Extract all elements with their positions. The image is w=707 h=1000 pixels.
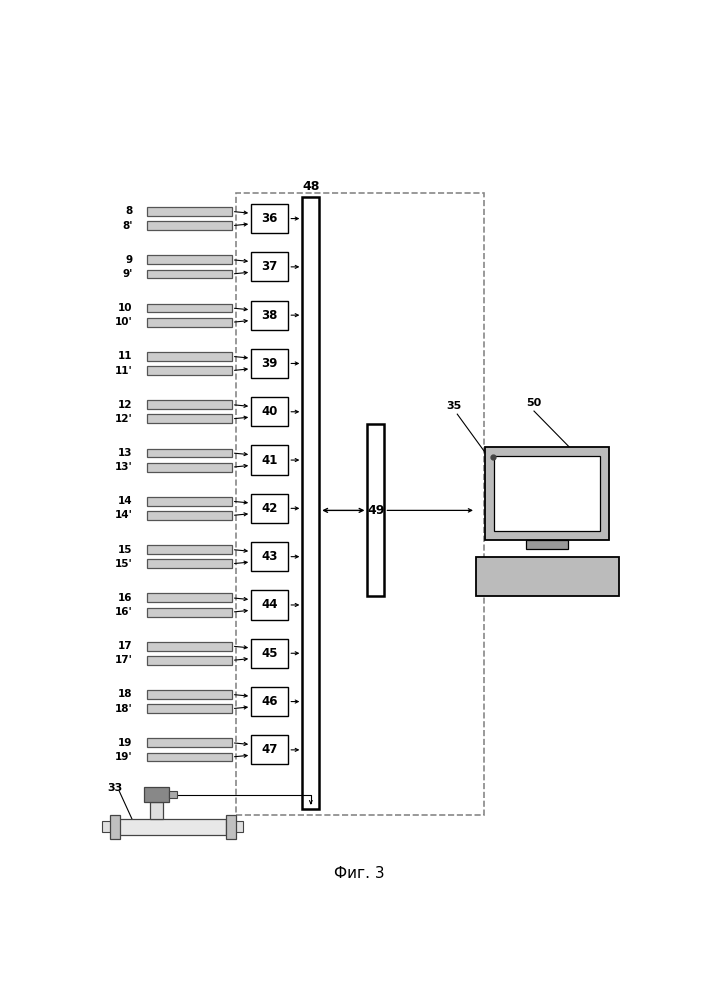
- Text: 38: 38: [262, 309, 278, 322]
- Text: 19': 19': [115, 752, 132, 762]
- Text: 43: 43: [262, 550, 278, 563]
- Bar: [146, 270, 232, 278]
- Text: 37: 37: [262, 260, 278, 273]
- Text: 17: 17: [118, 641, 132, 651]
- Text: 12: 12: [118, 400, 132, 410]
- Bar: [146, 608, 232, 617]
- Bar: [169, 791, 177, 798]
- Bar: [146, 511, 232, 520]
- Text: 50: 50: [527, 398, 542, 408]
- Bar: [235, 193, 484, 815]
- Text: 15: 15: [118, 545, 132, 555]
- Text: 14': 14': [115, 510, 132, 520]
- Text: 9': 9': [122, 269, 132, 279]
- Text: 44: 44: [262, 598, 278, 611]
- Bar: [146, 414, 232, 423]
- Bar: [146, 656, 232, 665]
- Bar: [251, 397, 288, 426]
- Bar: [485, 447, 609, 540]
- Bar: [251, 252, 288, 281]
- Text: 48: 48: [302, 180, 320, 193]
- Text: 19: 19: [118, 738, 132, 748]
- Text: 11': 11': [115, 366, 132, 376]
- Bar: [226, 815, 235, 839]
- Text: 9: 9: [125, 255, 132, 265]
- Bar: [146, 704, 232, 713]
- Text: 8': 8': [122, 221, 132, 231]
- Text: 8: 8: [125, 206, 132, 216]
- Bar: [234, 821, 243, 832]
- Bar: [146, 221, 232, 230]
- Text: 17': 17': [115, 655, 132, 665]
- Bar: [526, 540, 568, 549]
- Bar: [146, 304, 232, 312]
- Text: 40: 40: [262, 405, 278, 418]
- Text: 33: 33: [107, 783, 122, 793]
- Bar: [146, 255, 232, 264]
- Text: 42: 42: [262, 502, 278, 515]
- Text: 16: 16: [118, 593, 132, 603]
- Text: 14: 14: [118, 496, 132, 506]
- Text: 10': 10': [115, 317, 132, 327]
- Bar: [146, 400, 232, 409]
- Text: 35: 35: [447, 401, 462, 411]
- Text: 47: 47: [262, 743, 278, 756]
- Bar: [251, 349, 288, 378]
- Bar: [368, 424, 385, 596]
- Bar: [146, 449, 232, 457]
- Bar: [251, 301, 288, 330]
- Text: 11: 11: [118, 351, 132, 361]
- Bar: [146, 352, 232, 361]
- Bar: [119, 819, 226, 835]
- Bar: [146, 463, 232, 472]
- Bar: [146, 207, 232, 216]
- Bar: [251, 494, 288, 523]
- Text: 15': 15': [115, 559, 132, 569]
- Bar: [476, 557, 619, 596]
- Bar: [146, 642, 232, 651]
- Text: 18': 18': [115, 704, 132, 714]
- Bar: [110, 815, 120, 839]
- Bar: [251, 590, 288, 620]
- Bar: [151, 802, 163, 819]
- Bar: [146, 738, 232, 747]
- Text: 36: 36: [262, 212, 278, 225]
- Text: 41: 41: [262, 454, 278, 467]
- Bar: [146, 318, 232, 327]
- Bar: [494, 456, 600, 531]
- Bar: [251, 687, 288, 716]
- Bar: [303, 197, 320, 809]
- Text: 39: 39: [262, 357, 278, 370]
- Text: 12': 12': [115, 414, 132, 424]
- Bar: [251, 639, 288, 668]
- Text: 46: 46: [262, 695, 278, 708]
- Text: 45: 45: [262, 647, 278, 660]
- Bar: [146, 559, 232, 568]
- Bar: [251, 445, 288, 475]
- Bar: [251, 204, 288, 233]
- Text: 10: 10: [118, 303, 132, 313]
- Bar: [251, 542, 288, 571]
- Bar: [251, 735, 288, 764]
- Bar: [146, 366, 232, 375]
- Bar: [103, 821, 112, 832]
- Bar: [146, 593, 232, 602]
- Text: 16': 16': [115, 607, 132, 617]
- Text: 18: 18: [118, 689, 132, 699]
- Bar: [146, 690, 232, 699]
- Bar: [144, 787, 169, 802]
- Bar: [146, 545, 232, 554]
- Text: 13: 13: [118, 448, 132, 458]
- Text: 49: 49: [367, 504, 385, 517]
- Bar: [146, 497, 232, 506]
- Text: 13': 13': [115, 462, 132, 472]
- Bar: [146, 753, 232, 761]
- Text: Фиг. 3: Фиг. 3: [334, 866, 385, 881]
